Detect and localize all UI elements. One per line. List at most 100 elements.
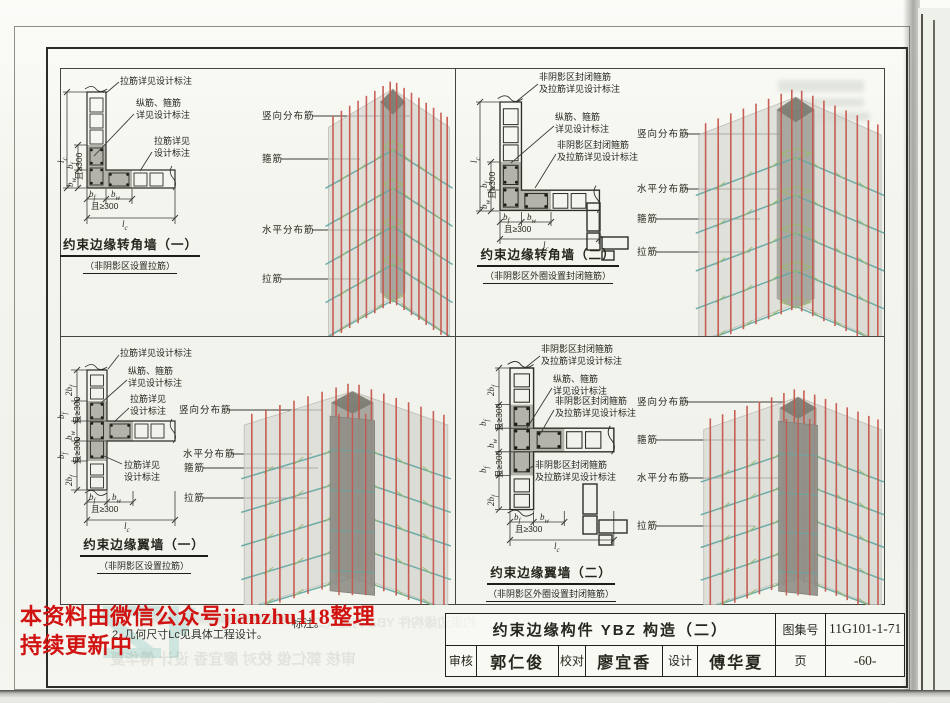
callout: 非阴影区封闭箍筋 及拉筋详见设计标注 xyxy=(557,140,639,162)
dim-label: bf xyxy=(56,452,69,459)
dim-label: 2bf xyxy=(486,385,499,396)
dim-label: bw xyxy=(540,512,550,525)
diagram-subtitle: （非阴影区外圈设置封闭箍筋） xyxy=(458,266,638,284)
callout: 纵筋、箍筋 详见设计标注 xyxy=(136,98,191,120)
checker-label: 校对 xyxy=(557,645,586,676)
dim-label: 且≥300 xyxy=(504,224,532,234)
dim-label: bw xyxy=(486,438,499,448)
publisher-logo-watermark xyxy=(98,604,203,664)
note-line-1-fragment: 标注。 xyxy=(292,618,325,630)
dim-label: 且≥300 xyxy=(91,201,119,211)
bleed-through-smudge xyxy=(800,98,864,107)
quadrant-corner-wall-2: 非阴影区封闭箍筋 及拉筋详见设计标注 纵筋、箍筋 详见设计标注 非阴影区封闭箍筋… xyxy=(455,68,885,336)
dim-label: lc xyxy=(122,219,128,232)
page-bottom-edge xyxy=(0,690,950,703)
callout: 纵筋、箍筋 详见设计标注 xyxy=(555,112,610,134)
bar-label: 箍筋 xyxy=(262,154,284,165)
callout: 拉筋详见设计标注 xyxy=(120,76,193,86)
diagram-subtitle: （非阴影区外圈设置封闭箍筋） xyxy=(466,584,636,602)
diagram-title: 约束边缘转角墙（二） xyxy=(468,244,628,267)
dim-label: bw xyxy=(527,212,537,225)
dim-label: bf xyxy=(89,189,96,202)
page-label: 页 xyxy=(774,645,826,676)
bar-label: 竖向分布筋 xyxy=(637,129,690,140)
bar-label: 水平分布筋 xyxy=(183,449,236,460)
dim-label: bf xyxy=(514,512,521,525)
bar-label: 拉筋 xyxy=(262,274,284,285)
diagram-subtitle: （非阴影区设置拉筋） xyxy=(69,556,219,574)
callout: 拉筋详见 设计标注 xyxy=(154,136,191,158)
diagram-subtitle: （非阴影区设置拉筋） xyxy=(60,256,200,274)
dim-label: bf xyxy=(478,466,491,473)
diagram-title: 约束边缘转角墙（一） xyxy=(60,234,200,257)
dim-label: bw xyxy=(112,492,122,505)
dim-label: 且≥300 xyxy=(515,524,543,534)
dim-label: bw xyxy=(479,199,492,209)
corner-wall-1-3d-render xyxy=(325,81,453,336)
page-number: -60- xyxy=(825,645,904,676)
title-block-row-2: 审核 郭仁俊 校对 廖宜香 设计 傅华夏 页 -60- xyxy=(446,644,904,676)
callout: 非阴影区封闭箍筋 及拉筋详见设计标注 xyxy=(555,396,637,418)
reviewer-label: 审核 xyxy=(448,654,473,669)
dim-label: 2bf xyxy=(64,475,77,486)
bar-label: 水平分布筋 xyxy=(262,225,315,236)
callout: 非阴影区封闭箍筋 及拉筋详见设计标注 xyxy=(535,460,617,482)
dim-label: bw xyxy=(111,189,121,202)
dim-label: lc xyxy=(469,157,482,163)
quadrant-flange-wall-2: 非阴影区封闭箍筋 及拉筋详见设计标注 纵筋、箍筋 详见设计标注 非阴影区封闭箍筋… xyxy=(455,336,885,605)
bar-label: 水平分布筋 xyxy=(637,184,690,195)
quadrant-divider-vertical xyxy=(455,68,456,605)
bar-label: 竖向分布筋 xyxy=(262,111,315,122)
flange-wall-1-3d-render xyxy=(240,383,452,605)
bar-label: 箍筋 xyxy=(637,214,659,225)
designer-name: 傅华夏 xyxy=(696,645,775,676)
bleed-through-smudge xyxy=(140,614,290,623)
corner-wall-1-drawing xyxy=(63,81,453,336)
title-block-row-1: 约束边缘构件 YBZ 构造（二） 图集号 11G101-1-71 xyxy=(446,614,904,645)
atlas-no-value: 11G101-1-71 xyxy=(825,614,904,645)
dim-label: bw xyxy=(65,177,78,187)
dim-label: 且≥300 xyxy=(72,436,82,464)
dim-label: 且≥300 xyxy=(487,171,497,199)
bleed-through-ghost-text: 审核 郭仁俊 校对 廖宜香 设计 傅华夏 xyxy=(110,651,356,668)
bar-label: 箍筋 xyxy=(184,463,206,474)
quadrant-divider-horizontal xyxy=(60,336,885,337)
page-gutter-shadow xyxy=(903,0,920,692)
callout: 拉筋详见 设计标注 xyxy=(124,460,161,482)
closed-hoop-detail xyxy=(586,202,629,261)
bar-label: 拉筋 xyxy=(184,493,206,504)
quadrant-flange-wall-1: 拉筋详见设计标注 纵筋、箍筋 详见设计标注 拉筋详见 设计标注 拉筋详见 设计标… xyxy=(56,336,455,605)
dim-label: lc xyxy=(543,240,549,253)
bar-label: 拉筋 xyxy=(637,521,659,532)
dim-label: bf xyxy=(56,412,69,419)
corner-wall-2-drawing xyxy=(476,83,885,336)
flange-wall-1-drawing xyxy=(71,354,452,605)
flange-wall-2-drawing xyxy=(495,355,885,605)
atlas-no-label: 图集号 xyxy=(774,614,826,645)
watermark-line-2: 持续更新中 xyxy=(20,633,133,658)
diagram-title: 约束边缘翼墙（二） xyxy=(476,562,626,585)
dim-label: 且≥300 xyxy=(494,403,504,431)
callout: 纵筋、箍筋 详见设计标注 xyxy=(128,366,183,388)
checker-name: 廖宜香 xyxy=(585,645,662,676)
dim-label: 且≥300 xyxy=(494,450,504,478)
reviewer-name: 郭仁俊 xyxy=(475,645,558,676)
bleed-through-smudge xyxy=(778,80,864,92)
bar-label: 拉筋 xyxy=(637,247,659,258)
dim-label: lc xyxy=(554,541,560,554)
corner-wall-2-3d-render xyxy=(695,89,885,336)
adjacent-page-frame-line xyxy=(921,14,923,692)
dim-label: 且≥300 xyxy=(72,396,82,424)
title-block: 约束边缘构件 YBZ 构造（二） 图集号 11G101-1-71 审核 郭仁俊 … xyxy=(445,613,905,677)
bar-label: 水平分布筋 xyxy=(637,473,690,484)
bar-label: 竖向分布筋 xyxy=(637,397,690,408)
bar-label: 竖向分布筋 xyxy=(179,405,232,416)
bar-label: 箍筋 xyxy=(637,435,659,446)
callout: 非阴影区封闭箍筋 及拉筋详见设计标注 xyxy=(541,344,623,366)
callout: 非阴影区封闭箍筋 及拉筋详见设计标注 xyxy=(539,72,621,94)
outer-frame xyxy=(14,26,910,690)
drawing-title: 约束边缘构件 YBZ 构造（二） xyxy=(492,621,728,639)
dim-label: lc xyxy=(124,521,130,534)
dim-label: 且≥300 xyxy=(74,152,84,180)
